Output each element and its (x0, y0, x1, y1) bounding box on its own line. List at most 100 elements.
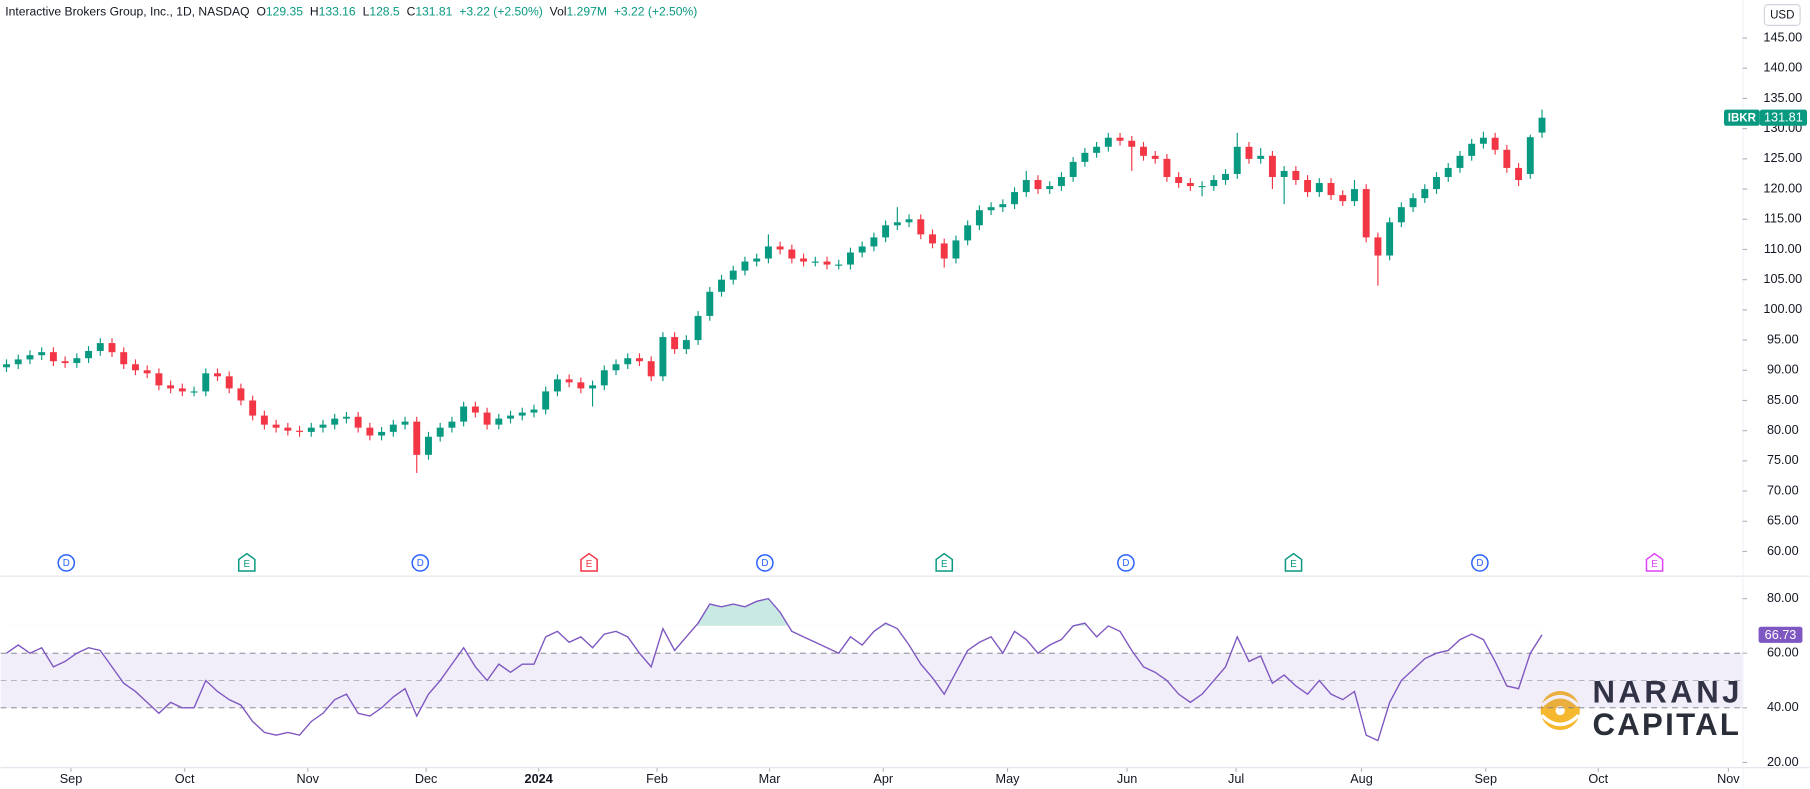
legend-item: 133.16 (319, 5, 356, 19)
event-marker (1117, 554, 1135, 572)
candle-body (1386, 222, 1394, 256)
x-tick-label: Oct (175, 772, 195, 786)
candle-body (1175, 176, 1183, 184)
candle-body (589, 385, 597, 389)
rsi-last-value: 66.73 (1765, 628, 1797, 642)
event-marker (411, 554, 430, 572)
candle-body (811, 261, 819, 263)
y-tick-label: 60.00 (1767, 646, 1799, 660)
event-label: D (1122, 558, 1129, 569)
candle-body (1104, 137, 1112, 147)
candle-body (249, 400, 257, 416)
candle-body (800, 258, 808, 262)
candle-body (741, 261, 749, 271)
y-tick-label: 20.00 (1767, 755, 1799, 769)
event-label: D (417, 558, 424, 569)
legend-header: Interactive Brokers Group, Inc., 1D, NAS… (5, 5, 697, 19)
y-tick-label: 140.00 (1763, 61, 1802, 75)
x-tick-label: Feb (646, 772, 668, 786)
candle-body (882, 225, 890, 238)
event-label: E (1651, 559, 1658, 570)
x-tick-label: Jul (1228, 772, 1244, 786)
candle-body (1515, 167, 1523, 181)
candle-body (694, 315, 702, 341)
y-tick-label: 40.00 (1767, 700, 1799, 714)
candle-body (108, 343, 116, 353)
legend-item: 128.5 (369, 5, 400, 19)
candle-body (260, 415, 268, 425)
x-tick-label: Nov (1717, 772, 1740, 786)
symbol-label: IBKR (1728, 112, 1757, 124)
candle-body (577, 382, 585, 389)
legend-item: 1.297M (567, 5, 607, 19)
legend-item: H (310, 5, 319, 19)
currency-box[interactable] (1763, 4, 1801, 26)
candle-body (530, 409, 538, 413)
candle-body (120, 352, 128, 365)
rsi-band (0, 653, 1743, 708)
candle-body (636, 358, 643, 362)
y-tick-label: 75.00 (1767, 453, 1799, 467)
candle-body (61, 361, 69, 364)
candle-body (1210, 180, 1218, 187)
candle-body (542, 391, 550, 410)
candle-body (612, 364, 620, 371)
candle-body (659, 337, 667, 377)
candle-body (131, 364, 139, 371)
candle-body (1233, 146, 1241, 174)
candle-body (1374, 237, 1382, 256)
candle-body (1222, 173, 1229, 181)
candle-body (1304, 180, 1312, 193)
x-tick-label: Sep (60, 772, 83, 786)
logo-arc (1540, 713, 1580, 727)
y-tick-label: 115.00 (1764, 212, 1802, 226)
event-marker (57, 554, 76, 572)
candle-body (671, 337, 679, 350)
logo-arc (1540, 695, 1580, 708)
y-tick-label: 60.00 (1767, 544, 1799, 558)
y-tick-label: 105.00 (1763, 272, 1802, 286)
legend-item: 131.81 (415, 5, 452, 19)
x-tick-label: 2024 (525, 772, 553, 786)
candle-body (1046, 186, 1054, 190)
candle-body (1339, 195, 1347, 202)
candle-body (436, 427, 444, 437)
candle-body (448, 421, 456, 428)
last-price: 131.81 (1764, 111, 1803, 125)
legend-item: C (407, 5, 416, 19)
candle-body (1503, 149, 1511, 168)
candle-body (858, 246, 866, 253)
currency: USD (1770, 10, 1794, 22)
candle-body (85, 350, 93, 359)
event-label: E (1290, 559, 1297, 570)
candle-body (1011, 192, 1019, 205)
candle-body (14, 359, 22, 365)
y-tick-label: 65.00 (1767, 514, 1799, 528)
candle-body (1257, 155, 1265, 159)
candle-body (284, 427, 292, 431)
candle-body (975, 210, 983, 226)
candle-body (1456, 155, 1464, 168)
candle-body (307, 427, 315, 432)
candle-body (1538, 117, 1546, 133)
x-tick-label: Dec (415, 772, 438, 786)
candle-body (553, 379, 561, 392)
event-marker (1471, 554, 1489, 572)
candle-body (1526, 137, 1534, 174)
x-tick-label: May (996, 772, 1021, 786)
event-label: E (586, 559, 593, 570)
overbought-fill (6, 598, 1543, 626)
candle-body (823, 261, 831, 265)
candle-body (96, 343, 104, 351)
x-tick-label: Oct (1588, 772, 1608, 786)
candle-body (319, 424, 327, 428)
candle-body (1116, 137, 1124, 141)
candle-body (1479, 137, 1487, 144)
legend-item: 129.35 (266, 5, 303, 19)
candle-body (1022, 180, 1030, 193)
candle-body (1421, 189, 1429, 199)
candle-body (987, 207, 995, 211)
x-tick-label: Mar (759, 772, 782, 786)
event-marker (1645, 552, 1664, 572)
